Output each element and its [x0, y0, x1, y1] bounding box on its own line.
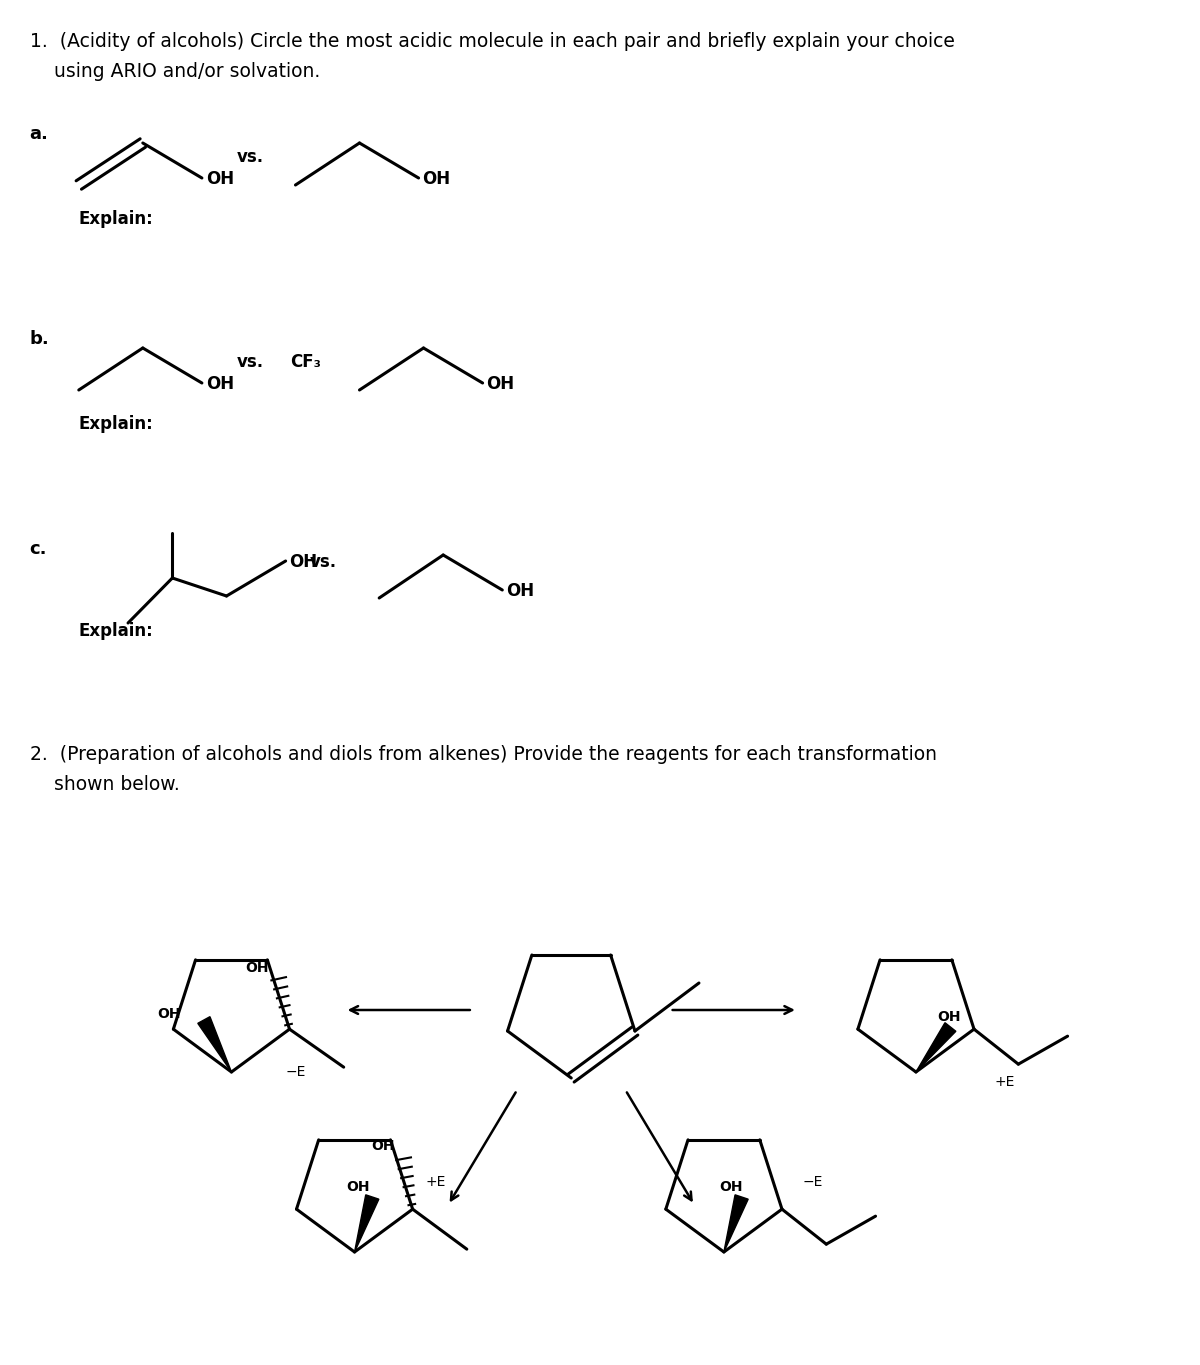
Polygon shape: [724, 1194, 748, 1252]
Text: Explain:: Explain:: [79, 210, 154, 228]
Text: 2.  (Preparation of alcohols and diols from alkenes) Provide the reagents for ea: 2. (Preparation of alcohols and diols fr…: [30, 745, 936, 764]
Text: OH: OH: [347, 1179, 370, 1194]
Text: c.: c.: [30, 541, 47, 558]
Text: −E: −E: [803, 1175, 823, 1189]
Text: OH: OH: [422, 171, 451, 188]
Text: OH: OH: [486, 375, 515, 393]
Text: vs.: vs.: [236, 354, 264, 371]
Text: OH: OH: [371, 1140, 395, 1153]
Text: Explain:: Explain:: [79, 622, 154, 640]
Text: OH: OH: [937, 1010, 961, 1024]
Polygon shape: [354, 1194, 379, 1252]
Polygon shape: [198, 1017, 232, 1072]
Text: +E: +E: [995, 1076, 1015, 1089]
Text: OH: OH: [206, 375, 234, 393]
Polygon shape: [916, 1022, 956, 1072]
Text: a.: a.: [30, 126, 48, 143]
Text: OH: OH: [245, 961, 269, 975]
Text: OH: OH: [506, 581, 534, 601]
Text: vs.: vs.: [236, 147, 264, 167]
Text: vs.: vs.: [311, 553, 337, 571]
Text: CF₃: CF₃: [290, 354, 322, 371]
Text: Explain:: Explain:: [79, 415, 154, 433]
Text: shown below.: shown below.: [30, 775, 179, 794]
Text: OH: OH: [206, 171, 234, 188]
Text: −E: −E: [286, 1065, 306, 1078]
Text: OH: OH: [719, 1179, 743, 1194]
Text: +E: +E: [426, 1175, 446, 1189]
Text: b.: b.: [30, 330, 49, 348]
Text: OH: OH: [289, 553, 318, 571]
Text: using ARIO and/or solvation.: using ARIO and/or solvation.: [30, 61, 319, 81]
Text: 1.  (Acidity of alcohols) Circle the most acidic molecule in each pair and brief: 1. (Acidity of alcohols) Circle the most…: [30, 31, 954, 51]
Text: OH: OH: [157, 1007, 181, 1021]
